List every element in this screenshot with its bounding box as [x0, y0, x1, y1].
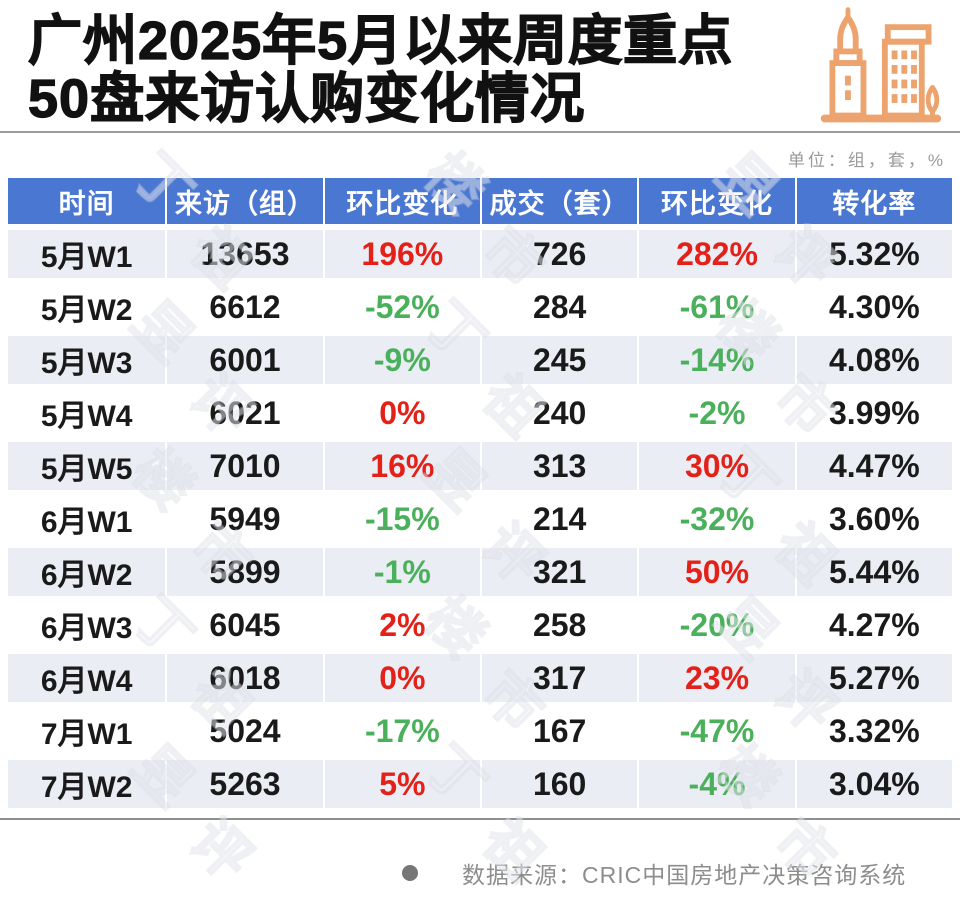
table-row: 7月W1 5024 -17% 167 -47% 3.32% [8, 707, 952, 755]
cell-visits-change: 5% [322, 760, 480, 808]
cell-visits: 6018 [165, 654, 322, 702]
cell-visits: 6612 [165, 283, 322, 331]
source-row: 数据来源：CRIC中国房地产决策咨询系统 [0, 856, 960, 890]
cell-conversion: 3.04% [794, 760, 952, 808]
cell-deals-change: -32% [637, 495, 794, 543]
cell-conversion: 3.60% [794, 495, 952, 543]
cell-time: 5月W1 [40, 241, 133, 274]
cell-visits-change: 0% [322, 389, 480, 437]
table-row: 6月W1 5949 -15% 214 -32% 3.60% [8, 495, 952, 543]
header-deals-change: 环比变化 [637, 178, 794, 224]
cell-conversion: 3.32% [794, 707, 952, 755]
page-title: 广州2025年5月以来周度重点 50盘来访认购变化情况 [0, 0, 960, 128]
header-deals: 成交（套） [479, 178, 637, 224]
page-title-line1: 广州2025年5月以来周度重点 [27, 11, 734, 71]
table-row: 6月W2 5899 -1% 321 50% 5.44% [8, 548, 952, 596]
cell-deals-change: -47% [637, 707, 794, 755]
unit-note: 单位：组，套，% [787, 151, 946, 170]
table-row: 5月W5 7010 16% 313 30% 4.47% [8, 442, 952, 490]
cell-time: 7月W1 [40, 718, 133, 751]
cell-visits-change: 16% [322, 442, 480, 490]
cell-visits: 5949 [165, 495, 322, 543]
cell-deals-change: 50% [637, 548, 794, 596]
weekly-visits-table: 时间 来访（组） 环比变化 成交（套） 环比变化 转化率 5月W1 13653 … [8, 178, 952, 808]
page-title-line2: 50盘来访认购变化情况 [27, 69, 586, 129]
cell-deals: 284 [479, 283, 637, 331]
header-conversion: 转化率 [794, 178, 952, 224]
cell-visits-change: 196% [322, 230, 480, 278]
cell-time: 5月W2 [40, 294, 133, 327]
header-time: 时间 [58, 188, 115, 219]
cell-deals-change: 30% [637, 442, 794, 490]
city-buildings-icon [820, 7, 942, 123]
cell-conversion: 5.44% [794, 548, 952, 596]
cell-visits: 6021 [165, 389, 322, 437]
table-row: 6月W4 6018 0% 317 23% 5.27% [8, 654, 952, 702]
cell-visits: 5263 [165, 760, 322, 808]
cell-visits: 6001 [165, 336, 322, 384]
cell-visits-change: 0% [322, 654, 480, 702]
cell-conversion: 5.32% [794, 230, 952, 278]
cell-deals: 245 [479, 336, 637, 384]
masthead: 广州2025年5月以来周度重点 50盘来访认购变化情况 [0, 0, 960, 133]
cell-time: 5月W3 [40, 347, 133, 380]
cell-visits-change: -52% [322, 283, 480, 331]
cell-deals: 160 [479, 760, 637, 808]
cell-visits: 13653 [165, 230, 322, 278]
cell-deals: 726 [479, 230, 637, 278]
cell-conversion: 4.27% [794, 601, 952, 649]
cell-deals: 240 [479, 389, 637, 437]
cell-deals: 258 [479, 601, 637, 649]
cell-deals-change: -2% [637, 389, 794, 437]
cell-deals-change: 282% [637, 230, 794, 278]
table-row: 5月W1 13653 196% 726 282% 5.32% [8, 230, 952, 278]
cell-visits-change: -1% [322, 548, 480, 596]
data-source-text: 数据来源：CRIC中国房地产决策咨询系统 [462, 862, 907, 888]
cell-time: 5月W4 [40, 400, 133, 433]
footer-divider [0, 818, 960, 820]
header-visits-change: 环比变化 [322, 178, 480, 224]
cell-deals: 321 [479, 548, 637, 596]
cell-visits: 7010 [165, 442, 322, 490]
cell-visits: 6045 [165, 601, 322, 649]
table-header-row: 时间 来访（组） 环比变化 成交（套） 环比变化 转化率 [8, 178, 952, 224]
table-row: 6月W3 6045 2% 258 -20% 4.27% [8, 601, 952, 649]
cell-conversion: 4.30% [794, 283, 952, 331]
cell-deals: 313 [479, 442, 637, 490]
table-row: 7月W2 5263 5% 160 -4% 3.04% [8, 760, 952, 808]
cell-visits-change: 2% [322, 601, 480, 649]
cell-visits-change: -17% [322, 707, 480, 755]
table-row: 5月W3 6001 -9% 245 -14% 4.08% [8, 336, 952, 384]
cell-conversion: 4.47% [794, 442, 952, 490]
cell-conversion: 4.08% [794, 336, 952, 384]
cell-deals-change: -61% [637, 283, 794, 331]
cell-time: 6月W4 [40, 665, 133, 698]
cell-visits-change: -9% [322, 336, 480, 384]
cell-time: 7月W2 [40, 771, 133, 804]
table-body: 5月W1 13653 196% 726 282% 5.32% 5月W2 6612… [8, 230, 952, 808]
header-visits: 来访（组） [165, 178, 322, 224]
cell-conversion: 5.27% [794, 654, 952, 702]
table-row: 5月W2 6612 -52% 284 -61% 4.30% [8, 283, 952, 331]
cell-conversion: 3.99% [794, 389, 952, 437]
cell-time: 6月W1 [40, 506, 133, 539]
cell-visits: 5024 [165, 707, 322, 755]
cell-deals: 167 [479, 707, 637, 755]
cell-deals-change: -14% [637, 336, 794, 384]
cell-deals: 214 [479, 495, 637, 543]
cell-time: 5月W5 [40, 453, 133, 486]
cell-deals-change: 23% [637, 654, 794, 702]
cell-visits: 5899 [165, 548, 322, 596]
cell-deals-change: -4% [637, 760, 794, 808]
table-row: 5月W4 6021 0% 240 -2% 3.99% [8, 389, 952, 437]
bullet-dot-icon [402, 865, 418, 881]
cell-time: 6月W3 [40, 612, 133, 645]
cell-deals: 317 [479, 654, 637, 702]
cell-time: 6月W2 [40, 559, 133, 592]
cell-deals-change: -20% [637, 601, 794, 649]
cell-visits-change: -15% [322, 495, 480, 543]
